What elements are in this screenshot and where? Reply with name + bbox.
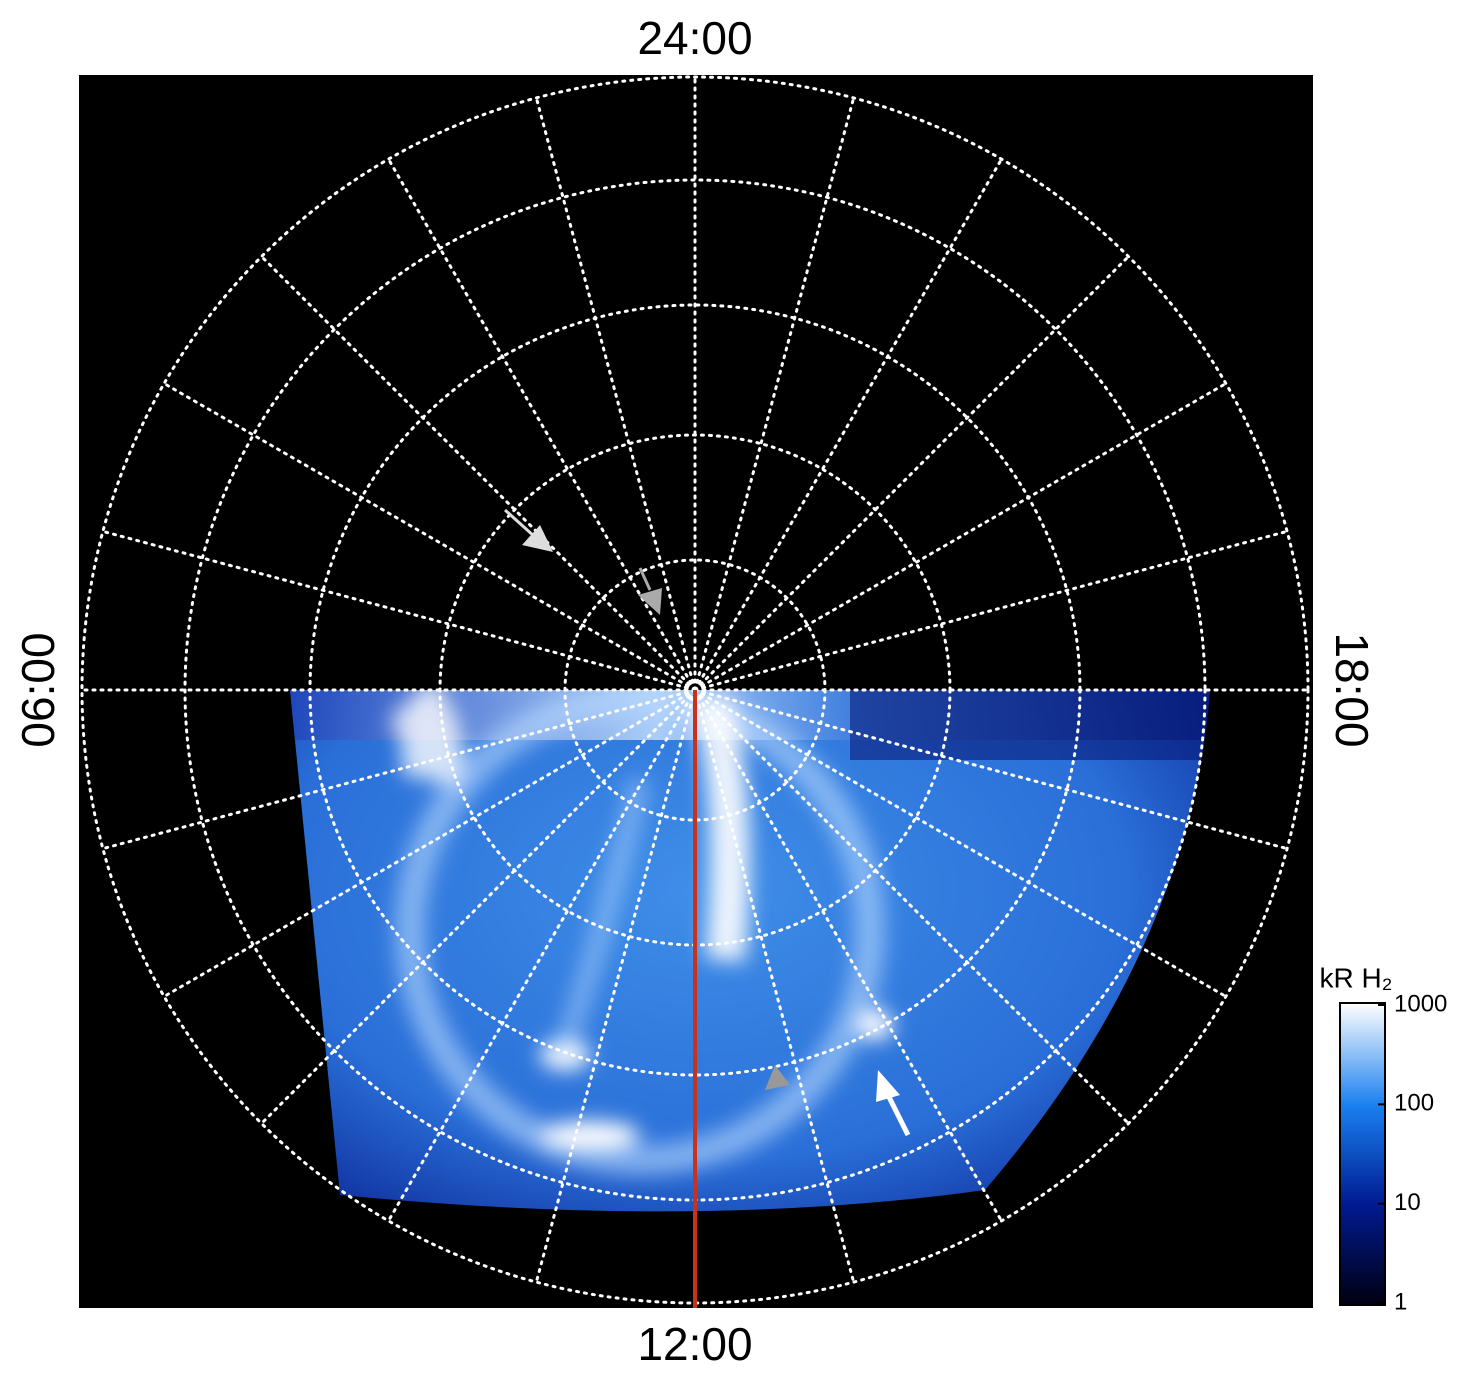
colorbar-tick-label: 100 [1394,1090,1434,1117]
radial-line [693,382,1228,692]
radial-line [693,529,1289,692]
radial-line [693,157,1003,692]
top-label: 24:00 [637,12,752,64]
radial-line [693,688,1003,1223]
radial-line [693,688,1289,851]
arrows [503,508,911,1137]
radial-line [693,688,856,1284]
radial-line [101,688,697,851]
right-label: 18:00 [1326,632,1378,747]
radial-line [162,382,697,692]
radial-line [162,688,697,998]
radial-line [693,688,1130,1125]
radial-line [693,96,856,692]
radial-line [387,157,697,692]
bottom-label: 12:00 [637,1318,752,1370]
radial-line [693,688,1228,998]
radial-line [693,255,1130,692]
radial-line [534,96,697,692]
radial-line [260,255,697,692]
colorbar-tick-label: 10 [1394,1189,1421,1216]
radial-line [534,688,697,1284]
aurora-image [290,690,1210,1212]
left-label: 06:00 [12,632,64,747]
colorbar-tick-label: 1 [1394,1288,1407,1315]
colorbar-tick-label: 1000 [1394,990,1447,1017]
radial-line [387,688,697,1223]
colorbar-label: kR H₂ [1319,962,1392,993]
radial-line [260,688,697,1125]
radial-line [101,529,697,692]
colorbar [1339,1002,1386,1306]
